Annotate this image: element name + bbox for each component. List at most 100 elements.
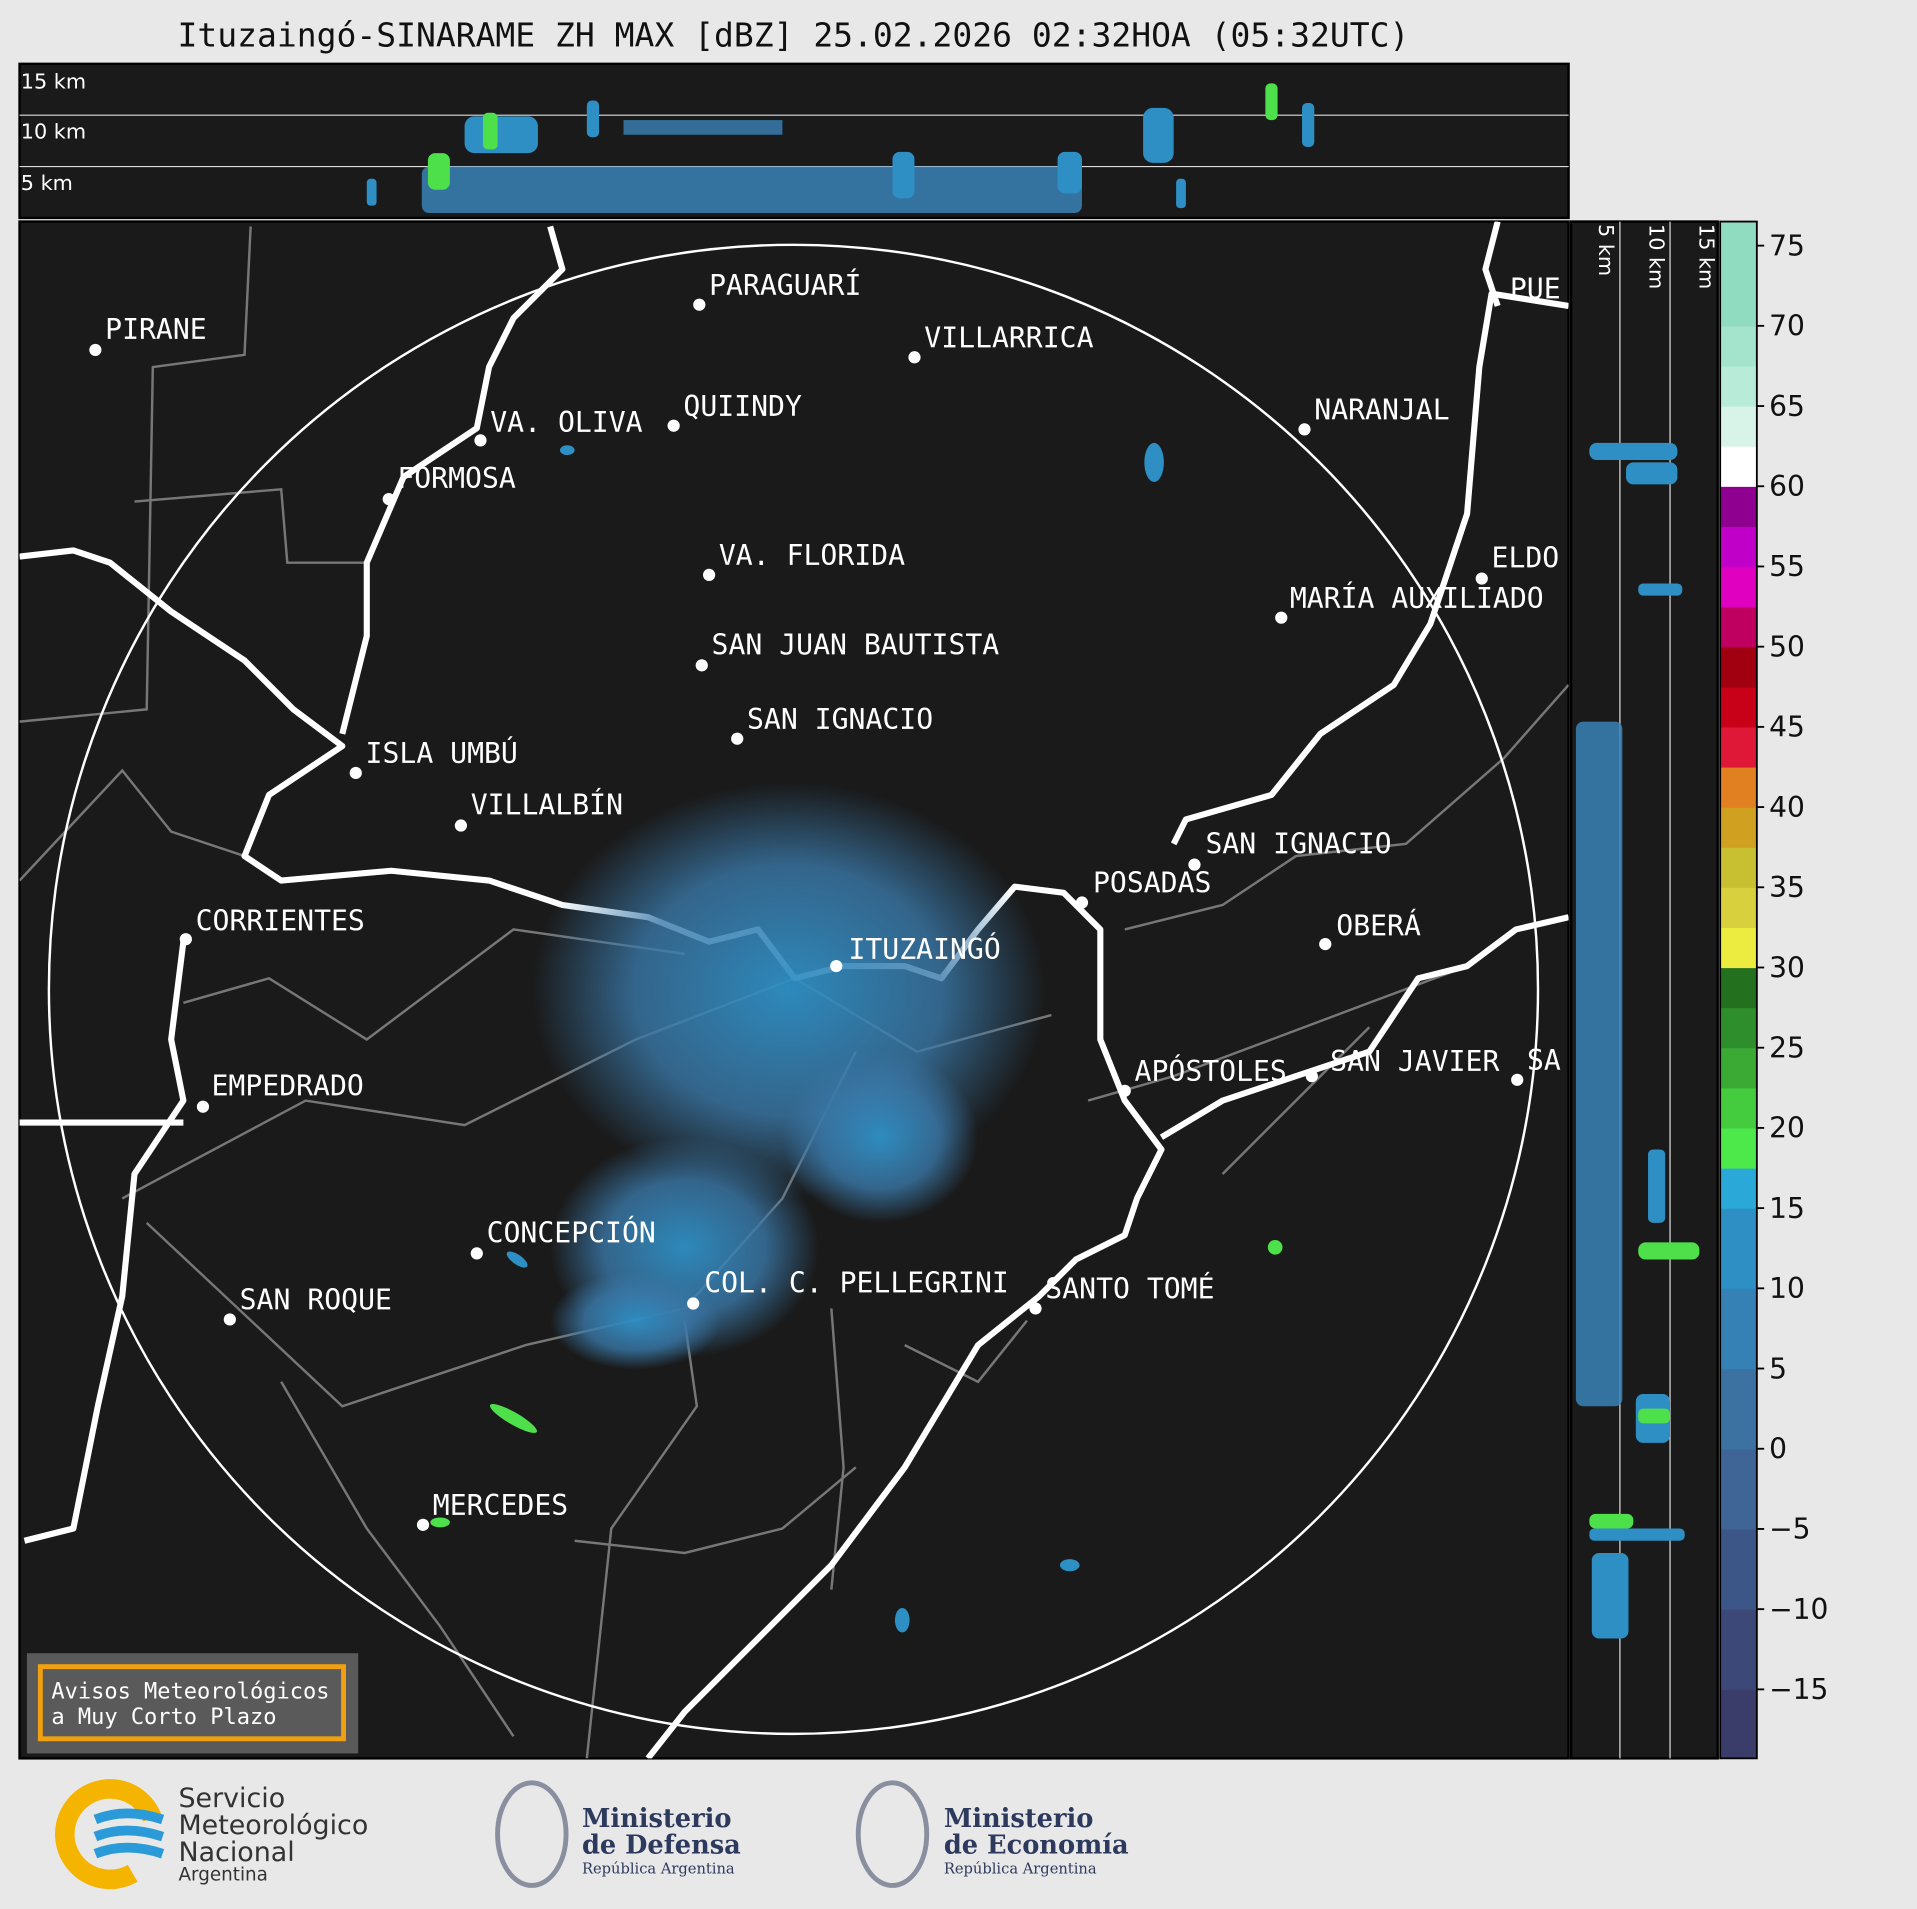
colorbar-segment [1720, 1087, 1757, 1129]
height-label: 15 km [1694, 224, 1718, 289]
warning-text: a Muy Corto Plazo [51, 1705, 276, 1730]
colorbar-segment [1720, 325, 1757, 367]
logo-text: Ministerio [582, 1804, 732, 1834]
city-label: SAN JAVIER [1330, 1045, 1499, 1078]
colorbar-segment [1720, 1127, 1757, 1169]
colorbar-tick-label: 20 [1769, 1112, 1805, 1145]
city-marker [1319, 937, 1332, 951]
colorbar-tick-label: 45 [1769, 711, 1805, 744]
colorbar-segment [1720, 1689, 1757, 1759]
city-marker [667, 419, 680, 432]
city-marker [731, 732, 744, 745]
height-label: 5 km [21, 171, 73, 195]
colorbar-segment [1720, 446, 1757, 487]
footer: Servicio Meteorológico Nacional Argentin… [55, 1779, 1129, 1890]
city-label: CONCEPCIÓN [487, 1215, 656, 1249]
city-marker [1075, 896, 1089, 909]
logo-text: República Argentina [582, 1860, 735, 1877]
colorbar-tick-label: −5 [1769, 1513, 1810, 1546]
colorbar-segment [1720, 406, 1757, 447]
colorbar-tick-label: −10 [1769, 1593, 1828, 1626]
city-label: VILLALBÍN [471, 788, 623, 822]
city-label: ITUZAINGÓ [848, 932, 1000, 966]
city-label: EMPEDRADO [212, 1070, 364, 1103]
colorbar-tick-label: 0 [1769, 1433, 1787, 1466]
city-marker [1305, 1070, 1318, 1083]
city-label: ISLA UMBÚ [366, 736, 518, 770]
city-label: SAN IGNACIO [747, 703, 933, 736]
city-marker [830, 960, 843, 973]
city-label: VA. FLORIDA [719, 539, 905, 572]
city-label: MERCEDES [433, 1489, 568, 1522]
colorbar-segment [1720, 606, 1757, 648]
height-label: 10 km [21, 119, 86, 143]
colorbar-segment [1720, 766, 1757, 808]
city-label: NARANJAL [1314, 394, 1449, 427]
height-label: 5 km [1594, 224, 1618, 276]
logo-text: Nacional [178, 1837, 294, 1868]
colorbar-tick-label: 55 [1769, 550, 1805, 583]
colorbar-tick-label: 30 [1769, 951, 1805, 984]
colorbar-tick-label: 5 [1769, 1352, 1787, 1385]
city-marker [196, 1100, 210, 1113]
city-label: SAN ROQUE [240, 1284, 392, 1317]
colorbar-segment [1720, 967, 1757, 1009]
logo-text: de Economía [944, 1831, 1129, 1861]
radar-echoes [430, 442, 1283, 1633]
logo-text: Meteorológico [178, 1810, 368, 1841]
city-marker [1118, 1084, 1131, 1097]
colorbar-frame [1719, 220, 1758, 1760]
height-label: 15 km [21, 69, 86, 93]
city-marker [349, 766, 362, 780]
city-label: COL. C. PELLEGRINI [704, 1267, 1009, 1300]
logo-text: Argentina [178, 1865, 267, 1886]
top-panel [18, 62, 1570, 220]
colorbar-tick-label: 65 [1769, 390, 1805, 423]
city-marker [89, 343, 102, 357]
city-marker [695, 659, 708, 672]
city-label: CORRIENTES [196, 905, 365, 938]
logo-text: Servicio [178, 1783, 285, 1814]
city-marker [454, 819, 468, 832]
colorbar-segment [1720, 807, 1757, 848]
city-label: QUIINDY [683, 390, 802, 423]
city-label: OBERÁ [1336, 909, 1421, 943]
city-marker [416, 1518, 430, 1531]
city-marker [1475, 572, 1488, 585]
city-label: APÓSTOLES [1135, 1054, 1287, 1088]
logo-text: de Defensa [582, 1831, 741, 1861]
colorbar-segment [1720, 486, 1757, 527]
warning-text: Avisos Meteorológicos [51, 1679, 329, 1704]
city-label: MARÍA AUXILIADO [1290, 581, 1544, 615]
title: Ituzaingó-SINARAME ZH MAX [dBZ] 25.02.20… [178, 16, 1410, 55]
colorbar-segment [1720, 887, 1757, 929]
city-marker [1029, 1302, 1042, 1315]
city-marker [702, 568, 716, 582]
colorbar-tick-label: 15 [1769, 1192, 1805, 1225]
city-marker [474, 434, 487, 447]
city-marker [687, 1297, 700, 1310]
colorbar-tick-label: −15 [1769, 1673, 1828, 1706]
colorbar-tick-label: 10 [1769, 1272, 1805, 1305]
height-label: 10 km [1644, 224, 1668, 289]
city-label: VA. OLIVA [490, 406, 642, 439]
colorbar-segment [1720, 566, 1757, 608]
colorbar-segment [1720, 1448, 1757, 1530]
city-label: POSADAS [1093, 867, 1211, 900]
colorbar-tick-label: 50 [1769, 630, 1805, 663]
city-marker [1511, 1073, 1524, 1086]
city-marker [179, 933, 192, 946]
colorbar-tick-label: 60 [1769, 470, 1805, 503]
colorbar-segment [1720, 1007, 1757, 1049]
colorbar-tick-label: 75 [1769, 229, 1805, 262]
city-marker [382, 492, 395, 506]
colorbar-segment [1720, 1288, 1757, 1370]
side-panel [1569, 220, 1719, 1760]
colorbar-tick-label: 40 [1769, 791, 1805, 824]
colorbar-segment [1720, 847, 1757, 888]
colorbar-segment [1720, 1168, 1757, 1209]
city-label: VILLARRICA [924, 321, 1093, 354]
colorbar-tick-label: 25 [1769, 1031, 1805, 1064]
colorbar-segment [1720, 1609, 1757, 1690]
